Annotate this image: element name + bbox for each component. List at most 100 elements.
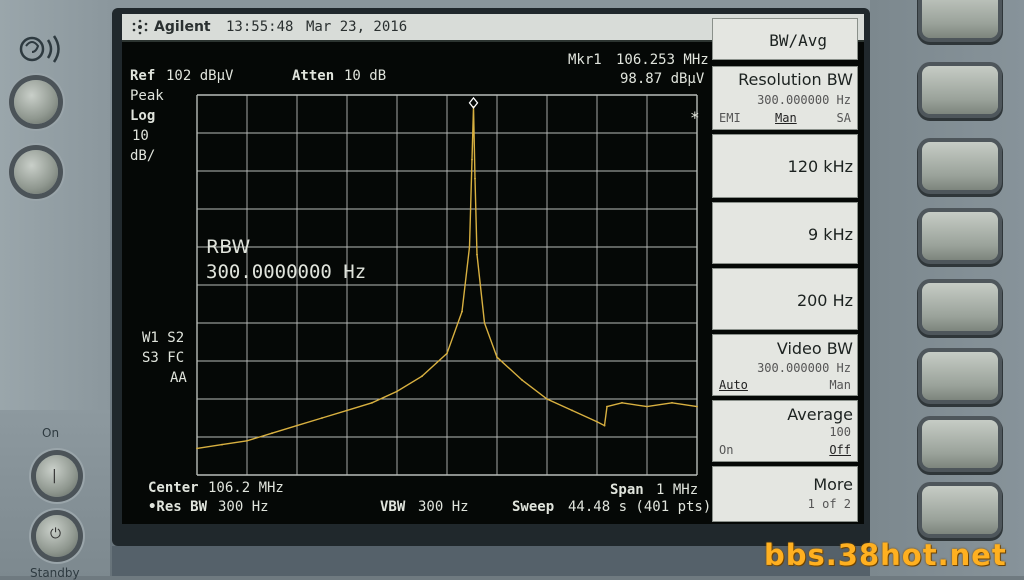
video-bw-value: 300.000000 Hz xyxy=(757,361,851,375)
ref-level-value: 102 dBµV xyxy=(166,68,234,84)
hw-softkey-0[interactable] xyxy=(922,0,998,38)
bezel-bottom xyxy=(112,546,870,576)
ref-level-label: Ref xyxy=(130,68,156,84)
rbw-annotation-value: 300.0000000 Hz xyxy=(206,261,367,283)
atten-label: Atten xyxy=(292,68,335,84)
trace-point xyxy=(646,405,648,408)
resolution-bw-opt-man: Man xyxy=(775,111,797,125)
brand-name: Agilent xyxy=(154,19,211,35)
hw-softkey-4[interactable] xyxy=(922,283,998,331)
hw-softkey-7[interactable] xyxy=(922,486,998,534)
video-bw-label: Video BW xyxy=(776,339,853,358)
power-on-icon: | xyxy=(52,468,57,484)
on-label: On xyxy=(42,426,60,440)
softkey-average[interactable]: Average 100 On Off xyxy=(712,400,858,462)
trace-point xyxy=(371,401,373,404)
trace-point xyxy=(603,424,606,427)
trace-point xyxy=(476,253,478,256)
trace-point xyxy=(196,447,198,450)
marker-label: Mkr1 xyxy=(568,52,602,68)
video-bw-opt-man: Man xyxy=(829,378,851,392)
trace-point xyxy=(421,375,423,378)
resolution-bw-opt-emi: EMI xyxy=(719,111,741,125)
trace-flags-line3: AA xyxy=(170,370,187,386)
softkey-resolution-bw[interactable]: Resolution BW 300.000000 Hz EMI Man SA xyxy=(712,66,858,130)
resolution-bw-label: Resolution BW xyxy=(738,70,853,89)
marker-frequency: 106.253 MHz xyxy=(616,52,709,68)
sweep-value: 44.48 s (401 pts) xyxy=(568,499,712,515)
softkey-120khz[interactable]: 120 kHz xyxy=(712,134,858,198)
softkey-more[interactable]: More 1 of 2 xyxy=(712,466,858,522)
front-knob-button-1[interactable] xyxy=(14,80,58,124)
trace-point xyxy=(496,356,498,359)
softkey-9khz[interactable]: 9 kHz xyxy=(712,202,858,264)
scale-type-label: Log xyxy=(130,108,156,124)
trace-point xyxy=(621,401,623,404)
atten-value: 10 dB xyxy=(344,68,387,84)
trace-point xyxy=(546,398,548,400)
watermark-text: bbs.38hot.net xyxy=(764,538,1007,572)
menu-title-bw-avg: BW/Avg xyxy=(712,18,858,60)
agilent-logo-icon xyxy=(132,19,148,35)
trace-point xyxy=(571,409,573,412)
marker-level: 98.87 dBµV xyxy=(620,71,705,87)
average-opt-off: Off xyxy=(829,443,851,457)
softkey-video-bw[interactable]: Video BW 300.000000 Hz Auto Man xyxy=(712,334,858,396)
vbw-label: VBW xyxy=(380,499,406,515)
standby-button[interactable] xyxy=(36,515,78,557)
hw-softkey-5[interactable] xyxy=(922,352,998,400)
speaker-icon xyxy=(19,35,60,63)
trace-point xyxy=(468,246,471,248)
trace-point xyxy=(296,424,298,427)
scale-unit: dB/ xyxy=(130,148,156,164)
trace-point xyxy=(521,379,523,381)
resolution-bw-opt-sa: SA xyxy=(836,111,851,125)
clock-time: 13:55:48 xyxy=(226,19,294,35)
trace-point xyxy=(346,409,348,412)
trace-point xyxy=(471,158,473,161)
scale-value: 10 xyxy=(132,128,149,144)
trace-point xyxy=(483,322,486,324)
hw-softkey-1[interactable] xyxy=(922,66,998,114)
trace-point xyxy=(321,417,323,419)
average-value: 100 xyxy=(829,425,851,439)
trace-flags-line2: S3 FC xyxy=(142,350,185,366)
center-freq-label: Center xyxy=(148,480,199,496)
span-value: 1 MHz xyxy=(656,482,699,498)
rbw-annotation-title: RBW xyxy=(206,236,251,258)
vbw-value: 300 Hz xyxy=(418,499,469,515)
trace-point xyxy=(606,405,608,408)
trace-flags-line1: W1 S2 xyxy=(142,330,185,346)
trace-point xyxy=(246,439,248,442)
marker-diamond xyxy=(468,96,479,109)
res-bw-label: •Res BW xyxy=(148,499,208,515)
trace-point xyxy=(271,432,273,435)
front-knob-button-2[interactable] xyxy=(14,150,58,194)
trace-point xyxy=(474,177,476,180)
hw-softkey-3[interactable] xyxy=(922,212,998,260)
trace-point xyxy=(696,405,698,408)
star-indicator: * xyxy=(690,108,700,127)
softkey-200hz[interactable]: 200 Hz xyxy=(712,268,858,330)
standby-label: Standby xyxy=(30,566,80,580)
clock-date: Mar 23, 2016 xyxy=(306,19,408,35)
trace-point xyxy=(446,352,448,355)
more-page: 1 of 2 xyxy=(807,497,851,511)
res-bw-value: 300 Hz xyxy=(218,499,269,515)
average-opt-on: On xyxy=(719,443,734,457)
trace-point xyxy=(396,390,398,393)
more-label: More xyxy=(813,475,853,494)
marker-1-diamond-icon xyxy=(468,96,479,109)
trace-point xyxy=(461,310,463,313)
video-bw-opt-auto: Auto xyxy=(719,378,748,392)
hw-softkey-6[interactable] xyxy=(922,420,998,468)
power-on-button[interactable] xyxy=(36,455,78,497)
average-label: Average xyxy=(787,405,853,424)
hw-softkey-2[interactable] xyxy=(922,142,998,190)
spectrum-plot xyxy=(196,94,698,476)
standby-icon: ⏻ xyxy=(50,526,62,542)
detector-label: Peak xyxy=(130,88,164,104)
analyzer-screen: Agilent 13:55:48 Mar 23, 2016 Mkr1 106.2… xyxy=(122,14,864,524)
center-freq-value: 106.2 MHz xyxy=(208,480,284,496)
span-label: Span xyxy=(610,482,644,498)
